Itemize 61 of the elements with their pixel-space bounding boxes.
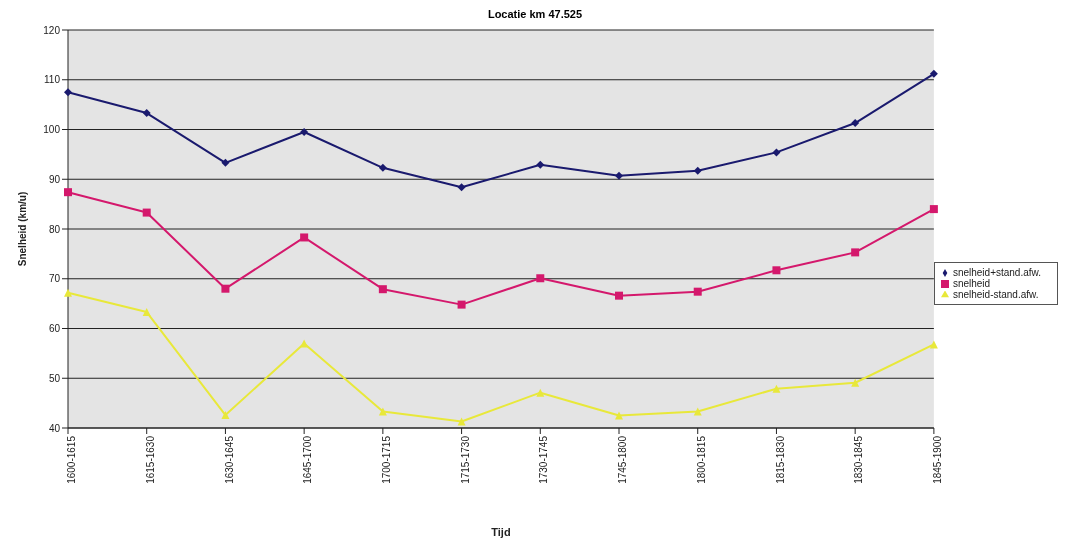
- point: [929, 205, 938, 214]
- chart-title: Locatie km 47.525: [486, 8, 584, 22]
- point: [457, 300, 466, 309]
- x-tick-label: 1815-1830: [774, 435, 786, 484]
- x-tick-label: 1730-1745: [538, 435, 550, 484]
- y-tick-label: 40: [48, 422, 61, 434]
- point: [929, 69, 938, 78]
- point: [851, 248, 860, 257]
- y-axis-title: Snelheid (km/u): [16, 191, 28, 267]
- point: [378, 163, 387, 172]
- x-axis-title: Tijd: [491, 526, 511, 538]
- point: [536, 160, 545, 169]
- point: [615, 171, 624, 180]
- y-tick-label: 110: [44, 74, 61, 86]
- x-tick-label: 1800-1815: [695, 435, 707, 484]
- point: [693, 407, 702, 416]
- y-tick-label: 60: [48, 323, 61, 335]
- point: [772, 266, 781, 275]
- x-tick-label: 1715-1730: [459, 435, 471, 484]
- point: [457, 417, 466, 426]
- point: [221, 411, 230, 420]
- point: [300, 127, 309, 136]
- point: [693, 287, 702, 296]
- point: [536, 274, 545, 283]
- point: [221, 284, 230, 293]
- point: [300, 233, 309, 242]
- legend-label: snelheid: [952, 277, 991, 289]
- x-tick-label: 1845-1900: [931, 435, 943, 484]
- x-tick-label: 1745-1800: [617, 435, 629, 484]
- point: [221, 158, 230, 167]
- y-tick-label: 50: [48, 372, 61, 384]
- point: [142, 208, 151, 217]
- x-tick-label: 1615-1630: [144, 435, 156, 484]
- point: [378, 407, 387, 416]
- x-tick-label: 1830-1845: [853, 435, 865, 484]
- point: [615, 291, 624, 300]
- y-tick-label: 120: [43, 24, 61, 36]
- point: [851, 378, 860, 387]
- legend-label: snelheid+stand.afw.: [952, 266, 1041, 278]
- point: [536, 388, 545, 397]
- y-tick-label: 80: [48, 223, 61, 235]
- point: [615, 411, 624, 420]
- x-tick-label: 1645-1700: [302, 435, 314, 484]
- y-tick-label: 70: [48, 273, 61, 285]
- point: [64, 188, 72, 197]
- x-tick-label: 1700-1715: [380, 435, 392, 484]
- point: [64, 88, 72, 97]
- point: [772, 384, 781, 393]
- point: [64, 288, 72, 297]
- point: [693, 166, 702, 175]
- legend-label: snelheid-stand.afw.: [952, 288, 1039, 300]
- point: [851, 119, 860, 128]
- point: [772, 148, 781, 157]
- x-tick-label: 1630-1645: [223, 435, 235, 484]
- x-tick-label: 1600-1615: [66, 435, 78, 484]
- point: [457, 183, 466, 192]
- point: [142, 308, 151, 317]
- point: [142, 109, 151, 118]
- y-tick-label: 100: [43, 124, 61, 136]
- y-tick-label: 90: [48, 173, 61, 185]
- point: [378, 285, 387, 294]
